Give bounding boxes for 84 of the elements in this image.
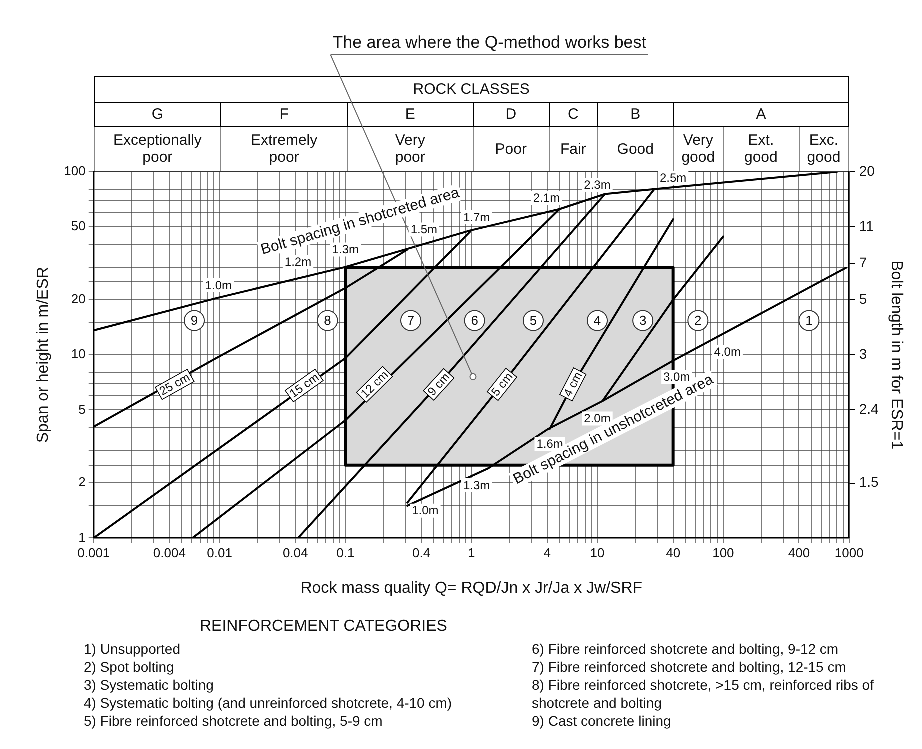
x-tick-label: 4 <box>544 546 552 561</box>
annotation: 9 <box>190 312 198 328</box>
x-axis-title: Rock mass quality Q= RQD/Jn x Jr/Ja x Jw/SRF <box>300 580 643 597</box>
x-tick-label: 10 <box>590 546 605 561</box>
annotation: 7 <box>407 312 415 328</box>
annotation: 1.5m <box>410 222 438 237</box>
text: 5) Fibre reinforced shotcrete and bolting, 5-9 cm <box>84 712 384 730</box>
category-label: C <box>549 102 598 126</box>
category-label: 3 <box>859 346 868 362</box>
text: 8) Fibre reinforced shotcrete, >15 cm, reinforced ribs of shotcrete and bolting <box>532 676 875 712</box>
annotation: 12 cm <box>358 368 392 401</box>
category-label: 2.4 <box>859 400 879 417</box>
text: Very good <box>674 126 724 172</box>
category-label: A <box>674 102 849 126</box>
text: Fair <box>549 126 598 172</box>
annotation: 1.7m <box>463 210 490 224</box>
annotation: 1 <box>806 312 813 328</box>
text: Extremely poor <box>220 126 348 172</box>
y2-axis-title: Bolt length in m for ESR=1 <box>888 260 905 450</box>
annotation: 25 cm <box>157 370 192 399</box>
y-tick-label: 100 <box>64 164 86 179</box>
x-tick-label: 0.04 <box>282 546 308 561</box>
x-tick-label: 0.1 <box>336 546 355 561</box>
annotation: 4 <box>594 312 602 328</box>
y-tick-label: 50 <box>71 218 86 234</box>
x-tick-label: 0.01 <box>207 546 232 561</box>
y-tick-label: 20 <box>71 292 86 307</box>
x-tick-label: 1000 <box>834 546 864 561</box>
category-label: G <box>94 102 221 126</box>
text: 5 <box>859 291 868 308</box>
text: Exc. good <box>799 126 849 172</box>
x-tick-label: 1 <box>468 546 476 561</box>
annotation: 1.0m <box>412 504 439 518</box>
category-label: E <box>348 102 474 126</box>
y-tick-label: 5 <box>78 402 86 417</box>
annotation: 1.3m <box>463 478 490 492</box>
text: 1) Unsupported <box>84 640 182 658</box>
text: 7) Fibre reinforced shotcrete and bolting, 12-15 cm <box>532 658 848 676</box>
annotation: 4 cm <box>560 370 586 400</box>
annotation: 2 <box>694 312 702 328</box>
text: 4) Systematic bolting (and unreinforced shotcrete, 4-10 cm) <box>84 694 454 712</box>
annotation: 1.0m <box>205 278 232 292</box>
text: 2) Spot bolting <box>84 658 176 676</box>
category-label: D <box>473 102 550 126</box>
annotation: 9 cm <box>424 370 453 399</box>
text: Ext. good <box>723 126 800 172</box>
text: 9) Cast concrete lining <box>532 712 672 730</box>
annotation: 5 cm <box>488 370 516 400</box>
annotation: 2.1m <box>533 191 560 206</box>
annotation: 1.2m <box>284 254 312 269</box>
text: Poor <box>473 126 550 172</box>
annotation: 5 <box>530 312 538 328</box>
category-label: 11 <box>859 218 874 234</box>
annotation: 6 <box>471 312 478 328</box>
annotation: 15 cm <box>286 370 322 401</box>
text: REINFORCEMENT CATEGORIES <box>200 618 448 636</box>
annotation: 1.3m <box>332 242 360 257</box>
category-label: 1.5 <box>859 474 879 490</box>
text: Exceptionally poor <box>94 126 221 172</box>
annotation: 3 <box>639 312 647 328</box>
text: Very poor <box>348 126 474 172</box>
annotation: 8 <box>324 312 332 328</box>
x-tick-label: 0.004 <box>153 546 186 561</box>
y-tick-label: 10 <box>71 346 86 362</box>
y-tick-label: 2 <box>78 474 86 490</box>
text: 6) Fibre reinforced shotcrete and bolting, 9-12 cm <box>532 640 840 658</box>
x-tick-label: 0.001 <box>78 546 110 561</box>
y-axis-title: Span or height in m/ESR <box>35 267 52 444</box>
text: Good <box>598 126 674 172</box>
y-tick-label: 1 <box>78 530 86 545</box>
text: 3) Systematic bolting <box>84 676 215 694</box>
x-tick-label: 100 <box>712 546 734 561</box>
annotation: 4.0m <box>714 344 741 359</box>
category-label: B <box>598 102 674 126</box>
category-label: 7 <box>859 254 868 270</box>
annotation: 2.3m <box>584 178 611 192</box>
text: ROCK CLASSES <box>94 76 849 102</box>
x-tick-label: 0.4 <box>412 546 431 561</box>
category-label: 20 <box>859 162 875 179</box>
x-tick-label: 40 <box>666 546 681 561</box>
annotation: The area where the Q-method works best <box>332 33 647 52</box>
category-label: F <box>220 102 348 126</box>
annotation: 2.5m <box>660 170 687 185</box>
x-tick-label: 400 <box>788 546 810 561</box>
